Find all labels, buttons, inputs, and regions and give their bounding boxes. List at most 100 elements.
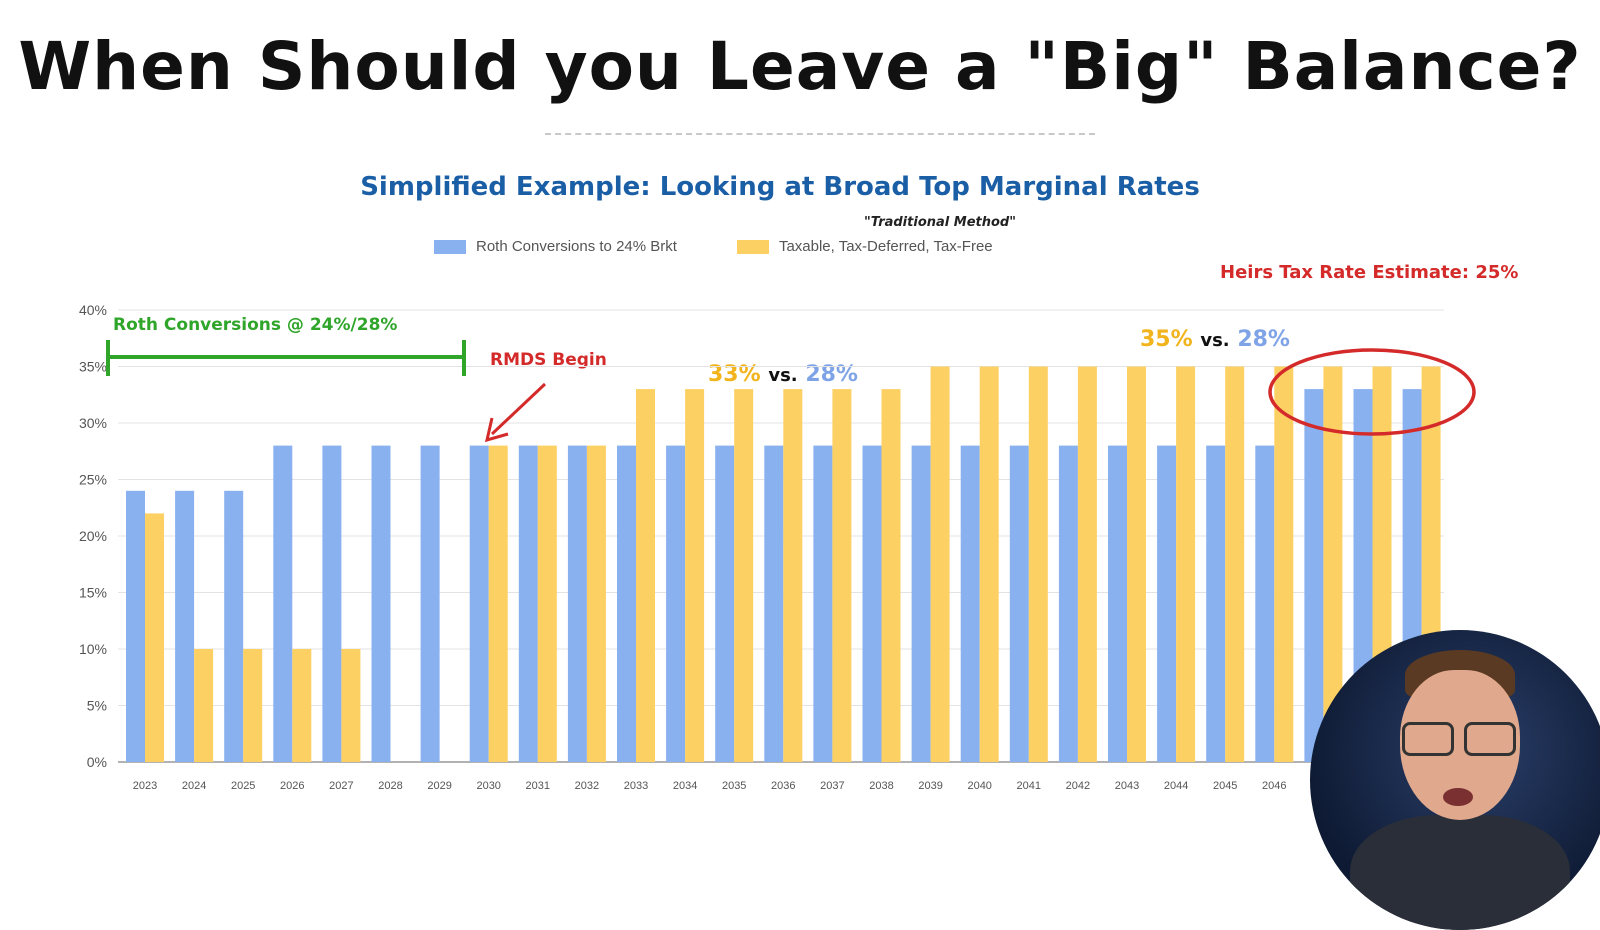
x-axis-ticks: 2023 2024 2025 2026 2027 2028 2029 2030 2031 2032… (133, 780, 1287, 792)
x-tick-label: 2031 (526, 780, 550, 792)
cmp2-right: 28% (1237, 327, 1290, 352)
x-tick-label: 2036 (771, 780, 795, 792)
x-tick-label: 2029 (427, 780, 451, 792)
bar-traditional-2045 (1225, 366, 1245, 762)
bar-roth-2025 (224, 490, 244, 762)
cmp2-left: 35% (1140, 327, 1193, 352)
bar-roth-2028 (371, 445, 391, 762)
y-axis-ticks: 0% 5% 10% 15% 20% 25% 30% 35% 40% (79, 302, 107, 770)
x-tick-label: 2032 (575, 780, 599, 792)
bar-roth-2043 (1108, 445, 1127, 762)
x-tick-label: 2040 (967, 780, 991, 792)
legend-swatch-yellow (736, 239, 769, 254)
bar-roth-2030 (469, 445, 489, 762)
bar-traditional-2031 (537, 445, 557, 762)
x-tick-label: 2035 (722, 780, 746, 792)
bar-roth-2034 (666, 445, 686, 762)
bar-traditional-2047 (1323, 366, 1343, 762)
rmds-arrow-head (484, 417, 509, 443)
bar-roth-2045 (1206, 445, 1226, 762)
bar-roth-2027 (322, 445, 342, 762)
page-title: When Should you Leave a "Big" Balance? (18, 28, 1582, 105)
y-tick-label: 30% (79, 415, 107, 431)
y-tick-label: 10% (79, 641, 107, 657)
bar-roth-2046 (1255, 445, 1275, 762)
bar-roth-2031 (518, 445, 538, 762)
x-tick-label: 2034 (673, 780, 697, 792)
bar-roth-2032 (567, 445, 587, 762)
bar-traditional-2027 (341, 649, 361, 762)
x-tick-label: 2038 (869, 780, 893, 792)
highlight-circle (1268, 348, 1476, 436)
x-tick-label: 2037 (820, 780, 844, 792)
chart-bars (126, 366, 1441, 762)
bar-traditional-2038 (881, 389, 901, 762)
bar-traditional-2023 (145, 513, 164, 762)
glasses-icon (1402, 722, 1518, 756)
chart-subtitle: Simplified Example: Looking at Broad Top… (360, 172, 1200, 202)
x-tick-label: 2039 (918, 780, 942, 792)
roth-bracket-annotation: Roth Conversions @ 24%/28% (113, 315, 397, 335)
x-tick-label: 2027 (329, 780, 353, 792)
x-tick-label: 2046 (1262, 780, 1286, 792)
legend-swatch-blue (434, 239, 466, 254)
bar-roth-2038 (862, 445, 882, 762)
bar-roth-2033 (617, 445, 636, 762)
bar-traditional-2044 (1176, 366, 1196, 762)
presenter-mouth (1443, 788, 1473, 806)
y-tick-label: 35% (79, 359, 107, 375)
legend-item-roth: Roth Conversions to 24% Brkt (434, 238, 677, 255)
bar-roth-2041 (1009, 445, 1029, 762)
legend-item-traditional: Taxable, Tax-Deferred, Tax-Free (736, 238, 993, 255)
x-tick-label: 2041 (1017, 780, 1041, 792)
bar-roth-2042 (1058, 445, 1078, 762)
bar-roth-2035 (715, 445, 735, 762)
rmds-label: RMDS Begin (490, 350, 607, 370)
x-tick-label: 2024 (182, 780, 206, 792)
bar-traditional-2030 (488, 445, 508, 762)
bar-traditional-2041 (1028, 366, 1048, 762)
bar-roth-2037 (813, 445, 833, 762)
bar-traditional-2039 (930, 366, 950, 762)
y-tick-label: 40% (79, 302, 107, 318)
bar-traditional-2040 (979, 366, 999, 762)
y-tick-label: 15% (79, 585, 107, 601)
bar-traditional-2025 (243, 649, 263, 762)
bar-traditional-2024 (194, 649, 214, 762)
x-tick-label: 2028 (378, 780, 402, 792)
x-tick-label: 2033 (624, 780, 648, 792)
chart-overlays (106, 340, 1476, 443)
x-tick-label: 2042 (1066, 780, 1090, 792)
x-tick-label: 2025 (231, 780, 255, 792)
x-tick-label: 2044 (1164, 780, 1188, 792)
y-tick-label: 0% (87, 754, 107, 770)
comparison-annotation-2: 35% vs. 28% (1140, 327, 1290, 352)
presenter-shirt (1350, 815, 1570, 930)
heirs-tax-rate-annotation: Heirs Tax Rate Estimate: 25% (1220, 262, 1519, 283)
bar-traditional-2037 (832, 389, 852, 762)
rmds-annotation: RMDS Begin (490, 350, 607, 370)
roth-bracket-label: Roth Conversions @ 24%/28% (113, 315, 398, 335)
bar-traditional-2026 (292, 649, 312, 762)
y-tick-label: 25% (79, 472, 107, 488)
x-tick-label: 2023 (133, 780, 157, 792)
legend-label-roth: Roth Conversions to 24% Brkt (476, 238, 677, 255)
bar-roth-2023 (126, 490, 145, 762)
bar-traditional-2036 (783, 389, 803, 762)
bar-roth-2036 (764, 445, 784, 762)
bar-roth-2024 (175, 490, 195, 762)
bar-traditional-2046 (1274, 366, 1294, 762)
bar-traditional-2035 (734, 389, 754, 762)
bar-roth-2026 (273, 445, 293, 762)
bar-roth-2047 (1304, 389, 1324, 762)
y-tick-label: 5% (87, 698, 107, 714)
presenter-webcam (1310, 630, 1600, 930)
cmp1-vs: vs. (768, 365, 798, 386)
bar-traditional-2032 (586, 445, 606, 762)
bar-traditional-2042 (1077, 366, 1097, 762)
title-divider (545, 133, 1095, 135)
rmds-arrow-shaft (490, 382, 547, 436)
bar-roth-2044 (1157, 445, 1177, 762)
y-tick-label: 20% (79, 528, 107, 544)
bar-roth-2039 (911, 445, 931, 762)
